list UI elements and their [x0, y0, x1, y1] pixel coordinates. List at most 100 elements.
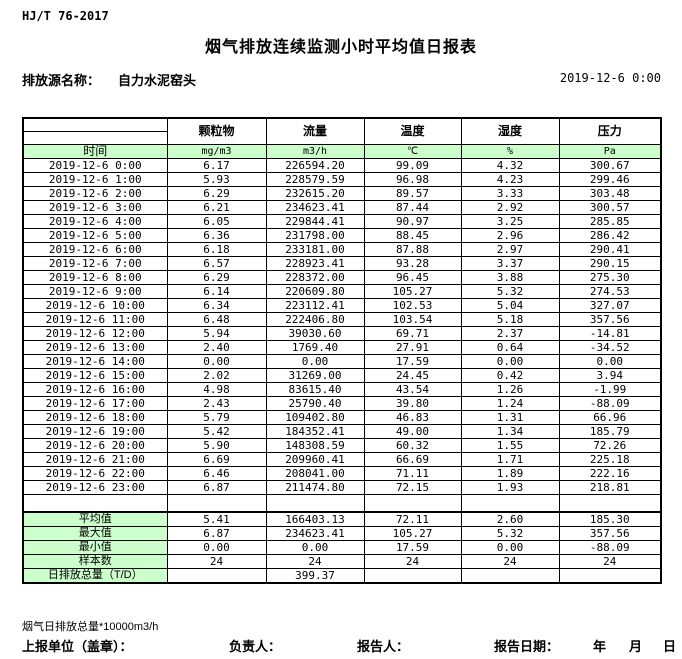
value-cell: 96.45	[363, 269, 462, 285]
time-cell: 2019-12-6 18:00	[22, 409, 168, 425]
summary-value-cell: 72.11	[363, 511, 462, 527]
table-row: 2019-12-6 6:00 6.18 233181.00 87.88 2.97 290.…	[22, 241, 662, 257]
value-cell: 5.42	[166, 423, 267, 439]
value-cell: 222406.80	[265, 311, 365, 327]
spacer-row	[22, 493, 662, 513]
summary-value-cell: 105.27	[363, 526, 462, 541]
summary-rows: 平均值 5.41 166403.13 72.11 2.60 185.30 最大值 6.87 23…	[22, 511, 662, 584]
time-cell: 2019-12-6 14:00	[22, 353, 168, 369]
value-cell: 2.40	[166, 339, 267, 355]
value-cell: 46.83	[363, 409, 462, 425]
table-row: 2019-12-6 4:00 6.05 229844.41 90.97 3.25 285.…	[22, 213, 662, 229]
value-cell: 222.16	[558, 465, 662, 481]
table-row: 2019-12-6 19:00 5.42 184352.41 49.00 1.34 185…	[22, 423, 662, 439]
day-label: 日	[663, 639, 677, 654]
data-rows: 2019-12-6 0:00 6.17 226594.20 99.09 4.32 300.…	[22, 157, 662, 495]
value-cell: 303.48	[558, 185, 662, 201]
value-cell: 226594.20	[265, 157, 365, 173]
table-row: 2019-12-6 1:00 5.93 228579.59 96.98 4.23 299.…	[22, 171, 662, 187]
time-cell: 2019-12-6 3:00	[22, 199, 168, 215]
table-row: 2019-12-6 12:00 5.94 39030.60 69.71 2.37 -14.…	[22, 325, 662, 341]
spacer	[22, 493, 662, 513]
value-cell: 5.93	[166, 171, 267, 187]
pollutant-header: 流量	[265, 117, 365, 145]
value-cell: 6.05	[166, 213, 267, 229]
value-cell: 228923.41	[265, 255, 365, 271]
value-cell: 93.28	[363, 255, 462, 271]
summary-value-cell: 2.60	[460, 511, 560, 527]
value-cell: 5.32	[460, 283, 560, 299]
value-cell: 6.48	[166, 311, 267, 327]
unit-cell: mg/m3	[166, 143, 267, 159]
value-cell: 290.41	[558, 241, 662, 257]
summary-value-cell: 399.37	[265, 568, 365, 584]
value-cell: 6.29	[166, 185, 267, 201]
value-cell: 6.34	[166, 297, 267, 313]
value-cell: 185.79	[558, 423, 662, 439]
spacer-cell	[363, 493, 462, 513]
summary-value-cell: 234623.41	[265, 526, 365, 541]
summary-value-cell: 185.30	[558, 511, 662, 527]
value-cell: 228372.00	[265, 269, 365, 285]
value-cell: 2.92	[460, 199, 560, 215]
time-cell: 2019-12-6 2:00	[22, 185, 168, 201]
pollutant-header: 湿度	[460, 117, 560, 145]
reporter-label: 报告人：	[357, 639, 410, 654]
time-cell: 2019-12-6 7:00	[22, 255, 168, 271]
value-cell: 327.07	[558, 297, 662, 313]
report-unit-label: 上报单位（盖章）：	[22, 639, 133, 654]
value-cell: 2.43	[166, 395, 267, 411]
table-row: 2019-12-6 9:00 6.14 220609.80 105.27 5.32 274…	[22, 283, 662, 299]
time-cell: 2019-12-6 11:00	[22, 311, 168, 327]
time-cell: 2019-12-6 15:00	[22, 367, 168, 383]
value-cell: 286.42	[558, 227, 662, 243]
summary-row: 平均值 5.41 166403.13 72.11 2.60 185.30	[22, 511, 662, 527]
value-cell: 3.33	[460, 185, 560, 201]
emission-source-label: 排放源名称：	[22, 73, 101, 88]
value-cell: 6.18	[166, 241, 267, 257]
summary-value-cell: 24	[166, 554, 267, 569]
value-cell: 5.18	[460, 311, 560, 327]
summary-value-cell	[558, 568, 662, 584]
table-row: 2019-12-6 11:00 6.48 222406.80 103.54 5.18 35…	[22, 311, 662, 327]
value-cell: 6.29	[166, 269, 267, 285]
value-cell: 96.98	[363, 171, 462, 187]
value-cell: 103.54	[363, 311, 462, 327]
time-cell: 2019-12-6 0:00	[22, 157, 168, 173]
flow-total-footnote: 烟气日排放总量*10000m3/h	[22, 621, 159, 633]
table-row: 2019-12-6 22:00 6.46 208041.00 71.11 1.89 222…	[22, 465, 662, 481]
value-cell: 299.46	[558, 171, 662, 187]
report-datetime: 2019-12-6 0:00	[559, 71, 661, 85]
value-cell: 99.09	[363, 157, 462, 173]
value-cell: 39030.60	[265, 325, 365, 341]
summary-label-cell: 平均值	[22, 511, 168, 527]
summary-label-cell: 最小值	[22, 540, 168, 555]
year-label: 年	[593, 639, 607, 654]
value-cell: 5.94	[166, 325, 267, 341]
table-row: 2019-12-6 21:00 6.69 209960.41 66.69 1.71 225…	[22, 451, 662, 467]
month-label: 月	[629, 639, 643, 654]
value-cell: 2.97	[460, 241, 560, 257]
value-cell: -1.99	[558, 381, 662, 397]
value-cell: 2.02	[166, 367, 267, 383]
value-cell: 1.93	[460, 479, 560, 495]
value-cell: 1.31	[460, 409, 560, 425]
value-cell: 209960.41	[265, 451, 365, 467]
summary-value-cell: 5.32	[460, 526, 560, 541]
standard-code: HJ/T 76-2017	[22, 9, 109, 23]
value-cell: 1.34	[460, 423, 560, 439]
table-row: 2019-12-6 10:00 6.34 223112.41 102.53 5.04 32…	[22, 297, 662, 313]
value-cell: 0.42	[460, 367, 560, 383]
spacer-cell	[22, 493, 168, 513]
summary-value-cell: 166403.13	[265, 511, 365, 527]
value-cell: 88.45	[363, 227, 462, 243]
value-cell: -34.52	[558, 339, 662, 355]
summary-row: 日排放总量（T/D） 399.37	[22, 568, 662, 584]
table-row: 2019-12-6 18:00 5.79 109402.80 46.83 1.31 66.…	[22, 409, 662, 425]
summary-row: 样本数 24 24 24 24 24	[22, 554, 662, 569]
summary-value-cell: 5.41	[166, 511, 267, 527]
hourly-average-table: 颗粒物 流量 温度 湿度 压力 时间 mg/m3 m3/h ℃% Pa 2019-12-6 0…	[22, 117, 662, 584]
table-row: 2019-12-6 20:00 5.90 148308.59 60.32 1.55 72.…	[22, 437, 662, 453]
value-cell: 6.14	[166, 283, 267, 299]
